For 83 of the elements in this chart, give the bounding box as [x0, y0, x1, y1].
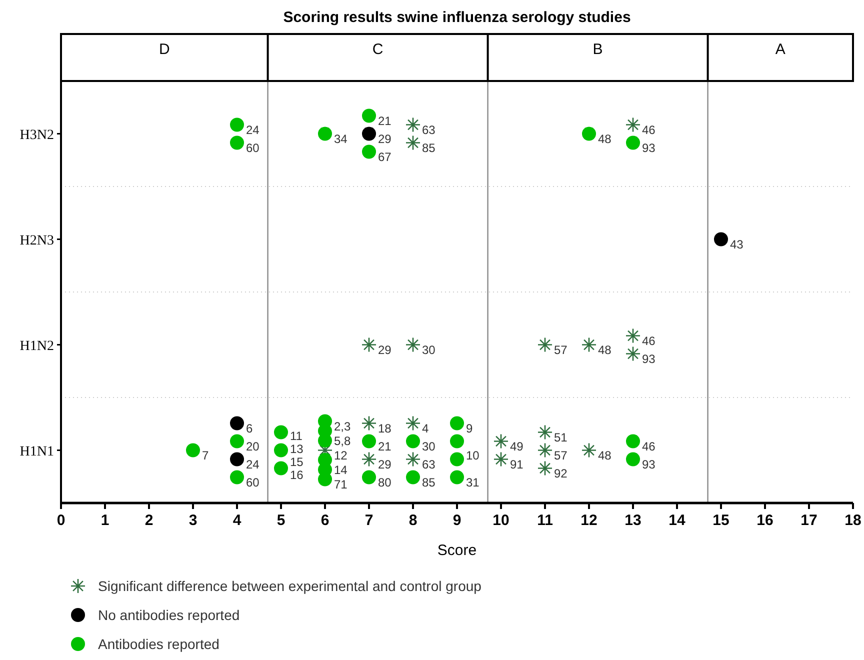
annotation: 93 [642, 457, 656, 472]
annotation: 29 [378, 457, 392, 472]
annotation: 43 [730, 237, 744, 252]
x-tick-label: 5 [276, 512, 286, 529]
x-tick-label: 7 [364, 512, 374, 529]
annotation: 7 [202, 448, 209, 462]
annotation: 60 [246, 475, 260, 490]
annotation: 46 [642, 334, 656, 348]
y-tick-label: H3N2 [20, 128, 54, 143]
x-tick-label: 18 [844, 512, 862, 529]
annotation: 48 [598, 448, 612, 462]
x-tick-label: 4 [232, 512, 242, 529]
annotation: 9 [466, 421, 473, 436]
annotation: 20 [246, 439, 260, 454]
x-tick-label: 12 [580, 512, 598, 529]
annotation: 12 [334, 448, 348, 462]
annotation: 34 [334, 132, 348, 146]
x-tick-label: 0 [56, 512, 66, 529]
annotation: 46 [642, 122, 656, 137]
annotation: 10 [466, 448, 480, 462]
annotation: 80 [378, 475, 392, 490]
annotation: 21 [378, 439, 392, 454]
annotation: 63 [422, 457, 436, 472]
annotation: 24 [246, 457, 260, 472]
legend-label: Antibodies reported [98, 636, 220, 652]
y-tick-label: H1N2 [20, 338, 54, 354]
annotation: 49 [510, 439, 524, 454]
x-tick-label: 2 [144, 512, 154, 529]
annotation: 11 [290, 428, 303, 443]
legend-label: Significant difference between experimental and control group [98, 578, 482, 594]
annotation: 16 [290, 468, 304, 482]
x-tick-label: 8 [408, 512, 418, 529]
annotation: 6 [246, 421, 253, 436]
annotation: B [592, 41, 603, 58]
x-tick-label: 15 [712, 512, 730, 529]
annotation: 24 [246, 122, 260, 137]
annotation: 92 [554, 466, 568, 480]
annotation: 57 [554, 342, 568, 357]
annotation: 57 [554, 448, 568, 462]
annotation: 63 [422, 122, 436, 137]
annotation: 5,8 [334, 434, 352, 448]
annotation: 30 [422, 439, 436, 454]
annotation: 29 [378, 342, 392, 357]
annotation: 60 [246, 140, 260, 155]
x-axis-title: Score [437, 542, 477, 559]
legend-label: No antibodies reported [98, 607, 240, 623]
annotation: 30 [422, 342, 436, 357]
y-tick-label: H2N3 [20, 233, 54, 248]
annotation: 93 [642, 352, 656, 366]
annotation: 93 [642, 140, 656, 155]
x-tick-label: 14 [668, 512, 686, 529]
x-tick-label: 11 [537, 512, 553, 529]
annotation: 51 [554, 430, 568, 444]
annotation: D [158, 41, 170, 58]
chart-title: Scoring results swine influenza serology studies [283, 9, 631, 26]
annotation: 85 [422, 140, 436, 155]
annotation: 91 [510, 457, 524, 472]
x-tick-label: 16 [756, 512, 774, 529]
annotation: 46 [642, 439, 656, 454]
annotation: C [372, 41, 384, 58]
annotation: 48 [598, 342, 612, 357]
annotation: 21 [378, 114, 392, 128]
annotation: 13 [290, 442, 304, 456]
x-tick-label: 6 [320, 512, 330, 529]
annotation: 71 [334, 477, 348, 492]
annotation: 2,3 [334, 419, 352, 434]
annotation: 67 [378, 150, 392, 164]
annotation: 29 [378, 132, 392, 146]
x-tick-label: 9 [452, 512, 462, 529]
annotation: A [775, 41, 786, 58]
x-tick-label: 13 [624, 512, 642, 529]
x-tick-label: 17 [800, 512, 818, 529]
annotation: 14 [334, 462, 348, 477]
x-tick-label: 3 [188, 512, 198, 529]
y-tick-label: H1N1 [20, 444, 54, 460]
annotation: 15 [290, 454, 304, 469]
annotation: 85 [422, 475, 436, 490]
x-tick-label: 10 [492, 512, 510, 529]
annotation: 31 [466, 475, 480, 490]
annotation: 4 [422, 421, 429, 436]
annotation: 48 [598, 132, 612, 146]
x-tick-label: 1 [100, 512, 110, 529]
annotation: 18 [378, 421, 392, 436]
